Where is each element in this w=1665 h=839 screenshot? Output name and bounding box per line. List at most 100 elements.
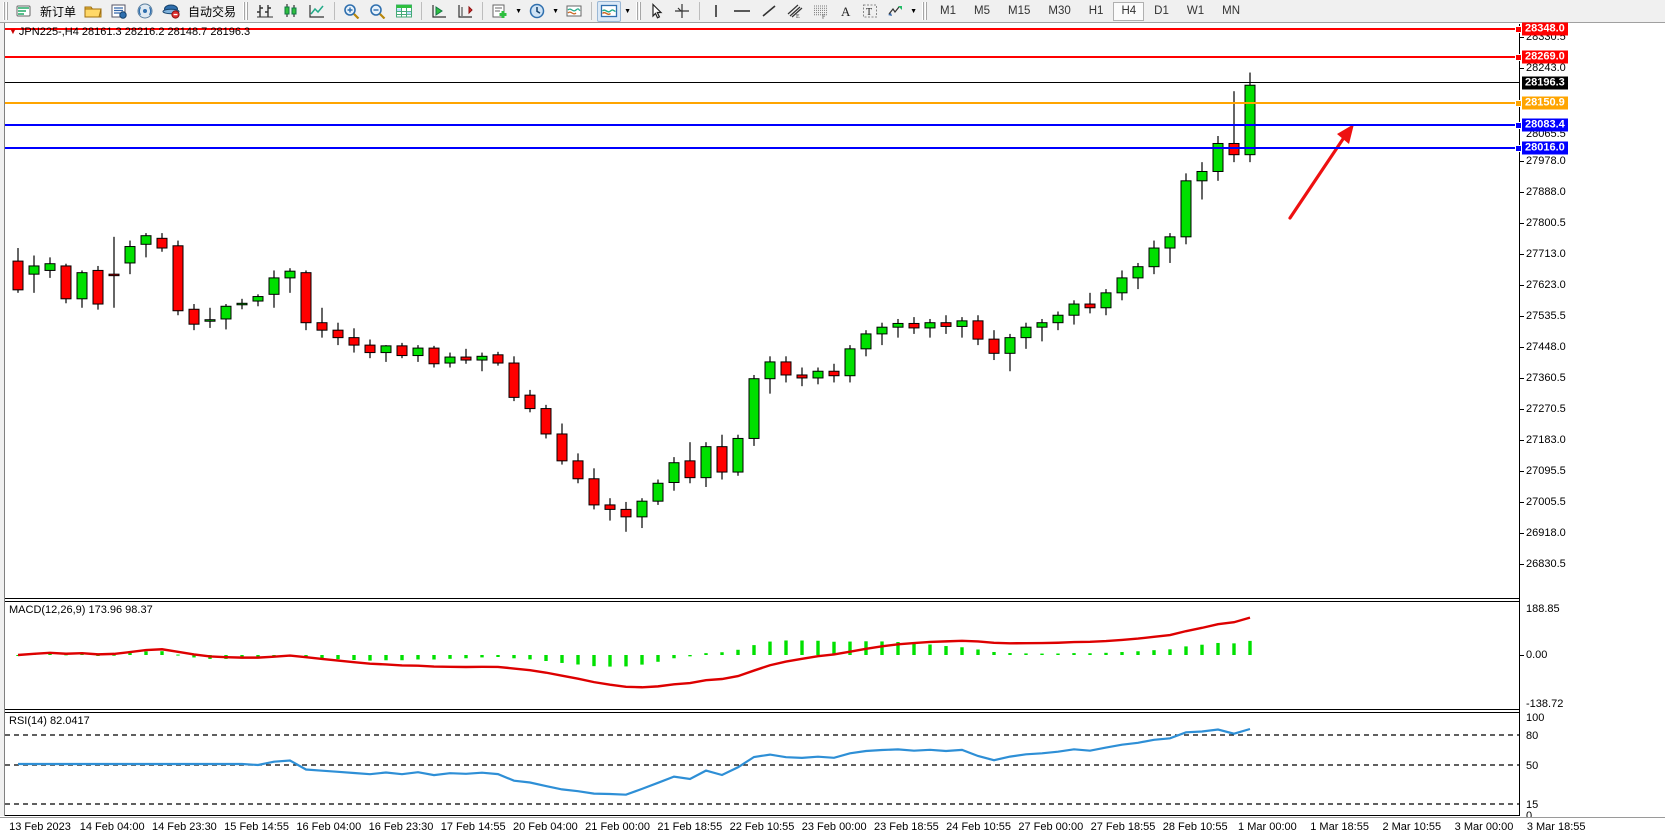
- toolbar-grip[interactable]: [3, 2, 9, 20]
- candle-body: [332, 329, 344, 339]
- template-dropdown-arrow[interactable]: ▼: [624, 7, 631, 15]
- template-manager-icon[interactable]: [597, 0, 622, 22]
- candle-body: [1244, 84, 1256, 156]
- new-order-icon[interactable]: [13, 1, 35, 22]
- text-label-icon[interactable]: A: [835, 1, 857, 22]
- news-icon[interactable]: [107, 1, 131, 22]
- macd-histogram-bar: [752, 645, 756, 655]
- candle-body: [556, 433, 568, 462]
- price-axis-tick: 27800.5: [1520, 217, 1566, 229]
- time-axis-tick: 22 Feb 10:55: [729, 821, 795, 833]
- toolbar-grip-2[interactable]: [243, 2, 250, 20]
- timeframe-m1[interactable]: M1: [940, 5, 957, 17]
- signal-icon[interactable]: [133, 1, 157, 22]
- candle-body: [652, 482, 664, 502]
- level-handle[interactable]: [1515, 145, 1522, 152]
- candle-body: [428, 347, 440, 365]
- chart-window[interactable]: ▼ JPN225-,H4 28161.3 28216.2 28148.7 2819…: [0, 22, 1665, 839]
- level-line-resistance-1[interactable]: [5, 54, 1522, 61]
- bar-chart-icon[interactable]: [253, 1, 277, 22]
- macd-histogram-bar: [496, 655, 500, 658]
- candle-body: [860, 333, 872, 350]
- toolbar-grip-3[interactable]: [636, 2, 643, 20]
- timeframe-d1[interactable]: D1: [1154, 5, 1169, 17]
- time-axis[interactable]: 13 Feb 2023 14 Feb 04:00 14 Feb 23:30 15 Fe…: [0, 817, 1665, 839]
- macd-histogram-bar: [1040, 653, 1044, 655]
- candle-body: [92, 269, 104, 305]
- add-indicator-icon[interactable]: [488, 1, 512, 22]
- toolbar-grip-4[interactable]: [922, 2, 929, 20]
- arrows-icon[interactable]: [883, 1, 907, 22]
- level-handle[interactable]: [1515, 54, 1522, 61]
- timeframe-w1[interactable]: W1: [1186, 5, 1205, 17]
- macd-histogram-bar: [768, 641, 772, 655]
- time-axis-tick: 23 Feb 18:55: [873, 821, 939, 833]
- period-clock-icon[interactable]: [525, 1, 549, 22]
- level-line-support-2[interactable]: [5, 145, 1522, 152]
- vertical-line-icon[interactable]: [705, 1, 727, 22]
- rsi-panel[interactable]: RSI(14) 82.0417: [5, 712, 1519, 816]
- expert-advisor-icon[interactable]: [159, 1, 183, 22]
- auto-scroll-icon[interactable]: [453, 1, 477, 22]
- level-line-support-1[interactable]: [5, 122, 1522, 129]
- level-handle[interactable]: [1515, 26, 1522, 33]
- candle-body: [748, 378, 760, 439]
- fibonacci-icon[interactable]: F: [809, 1, 833, 22]
- timeframe-m5[interactable]: M5: [974, 5, 990, 17]
- text-box-icon[interactable]: T: [859, 1, 881, 22]
- level-line-pending-order[interactable]: [5, 100, 1522, 107]
- price-level-label-blue[interactable]: 28016.0: [1522, 141, 1568, 155]
- main-toolbar: 新订单 自动交易: [0, 0, 1665, 23]
- price-level-label-blue[interactable]: 28083.4: [1522, 118, 1568, 132]
- macd-plot-svg: [16, 616, 1252, 689]
- cursor-icon[interactable]: [646, 1, 668, 22]
- price-axis-tick: 27978.0: [1520, 155, 1566, 167]
- candlestick-chart-icon[interactable]: [279, 1, 303, 22]
- auto-trading-label[interactable]: 自动交易: [188, 4, 237, 19]
- line-chart-icon[interactable]: [305, 1, 329, 22]
- price-level-label-orange[interactable]: 28150.9: [1522, 96, 1568, 110]
- equidistant-channel-icon[interactable]: E: [783, 1, 807, 22]
- candle-body: [1052, 314, 1064, 324]
- price-level-label-red[interactable]: 28269.0: [1522, 50, 1568, 64]
- templates-icon[interactable]: [562, 1, 586, 22]
- timeframe-mn[interactable]: MN: [1222, 5, 1240, 17]
- macd-histogram-bar: [608, 655, 612, 667]
- horizontal-line-icon[interactable]: [729, 1, 755, 22]
- add-indicator-dropdown-arrow[interactable]: ▼: [515, 7, 522, 15]
- candle-body: [1132, 266, 1144, 279]
- level-line-resistance-2[interactable]: [5, 26, 1522, 33]
- crosshair-icon[interactable]: [670, 1, 694, 22]
- data-window-icon[interactable]: [392, 1, 416, 22]
- candle-body: [1004, 337, 1016, 354]
- time-axis-tick: 17 Feb 14:55: [440, 821, 506, 833]
- trendline-icon[interactable]: [757, 1, 781, 22]
- zoom-out-icon[interactable]: [366, 1, 390, 22]
- candle-body: [396, 345, 408, 357]
- macd-histogram-bar: [1056, 653, 1060, 655]
- folder-icon[interactable]: [81, 1, 105, 22]
- macd-histogram-bar: [992, 652, 996, 655]
- macd-histogram-bar: [1200, 644, 1204, 655]
- price-level-label-red[interactable]: 28348.0: [1522, 22, 1568, 36]
- price-chart-panel[interactable]: ▼ JPN225-,H4 28161.3 28216.2 28148.7 2819…: [5, 24, 1522, 599]
- timeframe-h4[interactable]: H4: [1113, 1, 1145, 21]
- macd-panel[interactable]: MACD(12,26,9) 173.96 98.37: [5, 601, 1519, 710]
- arrows-dropdown-arrow[interactable]: ▼: [910, 7, 917, 15]
- level-handle[interactable]: [1515, 122, 1522, 129]
- shift-chart-icon[interactable]: [427, 1, 451, 22]
- zoom-in-icon[interactable]: [340, 1, 364, 22]
- price-axis[interactable]: 28330.5 28243.0 27978.0 27888.0 27800.5 27713…: [1519, 22, 1665, 822]
- timeframe-m15[interactable]: M15: [1008, 5, 1031, 17]
- macd-histogram-bar: [336, 655, 340, 660]
- macd-histogram-bar: [624, 655, 628, 667]
- period-dropdown-arrow[interactable]: ▼: [552, 7, 559, 15]
- time-axis-tick: 14 Feb 04:00: [79, 821, 145, 833]
- timeframe-h1[interactable]: H1: [1088, 5, 1104, 17]
- collapse-triangle-icon[interactable]: ▼: [9, 27, 17, 36]
- timeframe-m30[interactable]: M30: [1048, 5, 1071, 17]
- new-order-label[interactable]: 新订单: [40, 4, 77, 19]
- price-level-label-black[interactable]: 28196.3: [1522, 76, 1568, 90]
- level-handle[interactable]: [1515, 100, 1522, 107]
- candle-body: [876, 326, 888, 335]
